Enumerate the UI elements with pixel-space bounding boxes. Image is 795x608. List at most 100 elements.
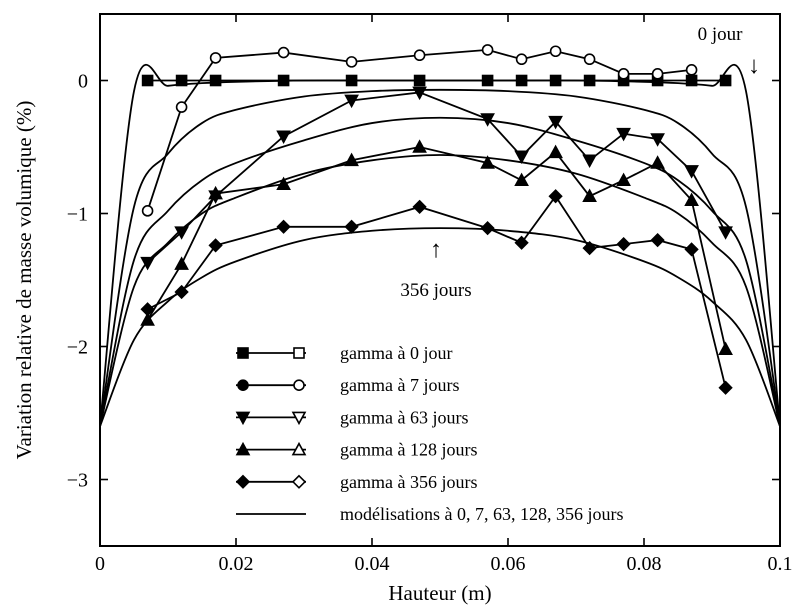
data-point-2-8 bbox=[548, 115, 563, 130]
legend-marker-end bbox=[291, 411, 307, 426]
series-gamma-a-128-jours bbox=[140, 139, 733, 355]
y-tick-label: −3 bbox=[67, 470, 88, 492]
data-point-3-1 bbox=[174, 256, 189, 270]
data-point-0-13 bbox=[719, 74, 732, 87]
data-point-4-13 bbox=[718, 380, 733, 395]
legend-entry-4: gamma à 356 jours bbox=[235, 472, 477, 492]
x-tick-label: 0 bbox=[95, 553, 105, 575]
legend-entry-2: gamma à 63 jours bbox=[235, 407, 468, 427]
model-curve-1 bbox=[99, 88, 781, 427]
data-point-0-0 bbox=[141, 74, 154, 87]
legend-marker-start bbox=[235, 441, 251, 456]
y-tick-label: −1 bbox=[67, 204, 88, 226]
data-point-2-4 bbox=[344, 94, 359, 109]
x-axis-label: Hauteur (m) bbox=[388, 581, 491, 605]
data-point-2-9 bbox=[582, 154, 597, 168]
data-point-0-4 bbox=[345, 74, 358, 87]
legend-entry-1: gamma à 7 jours bbox=[236, 375, 459, 395]
x-tick-label: 0.1 bbox=[768, 553, 793, 575]
data-point-3-2 bbox=[208, 185, 223, 200]
data-point-0-7 bbox=[515, 74, 528, 87]
data-point-1-4 bbox=[345, 56, 358, 68]
data-point-0-2 bbox=[209, 74, 222, 87]
legend-entry-5: modélisations à 0, 7, 63, 128, 356 jours bbox=[236, 504, 623, 524]
data-point-4-9 bbox=[582, 240, 597, 256]
legend-label: gamma à 7 jours bbox=[340, 375, 459, 395]
x-tick-label: 0.08 bbox=[627, 553, 662, 575]
data-point-4-10 bbox=[616, 236, 631, 252]
model-curve-2 bbox=[99, 116, 781, 427]
data-point-0-1 bbox=[175, 74, 188, 87]
data-point-0-6 bbox=[481, 74, 494, 87]
data-point-3-7 bbox=[514, 172, 529, 187]
data-point-2-5 bbox=[412, 86, 427, 101]
data-point-2-3 bbox=[276, 130, 291, 145]
data-point-3-6 bbox=[480, 155, 495, 169]
data-point-1-5 bbox=[413, 49, 426, 62]
annotations: 0 jour ↓ ↑ 356 jours bbox=[400, 24, 760, 301]
data-point-3-13 bbox=[718, 341, 733, 355]
series-gamma-a-7-jours bbox=[141, 44, 698, 217]
annotation-0-jour-label: 0 jour bbox=[698, 24, 744, 45]
legend-label: gamma à 356 jours bbox=[340, 472, 477, 492]
data-series bbox=[140, 44, 733, 395]
legend-label: gamma à 128 jours bbox=[340, 440, 477, 460]
data-point-3-0 bbox=[140, 312, 155, 326]
legend-label: gamma à 63 jours bbox=[340, 407, 468, 427]
annotation-0-jour-arrow: ↓ bbox=[748, 53, 760, 79]
series-line-2 bbox=[146, 91, 727, 264]
legend-label: modélisations à 0, 7, 63, 128, 356 jours bbox=[340, 504, 623, 524]
legend-marker-start bbox=[237, 347, 249, 359]
data-point-4-6 bbox=[480, 220, 495, 236]
data-point-3-5 bbox=[412, 139, 427, 153]
data-point-0-3 bbox=[277, 74, 290, 87]
data-point-1-2 bbox=[209, 52, 222, 64]
x-tick-label: 0.02 bbox=[219, 553, 254, 575]
data-point-2-12 bbox=[684, 165, 699, 179]
y-tick-label: 0 bbox=[78, 71, 88, 93]
data-point-4-3 bbox=[276, 219, 291, 234]
data-point-0-8 bbox=[549, 74, 562, 87]
legend-entry-0: gamma à 0 jour bbox=[236, 343, 452, 363]
data-point-1-7 bbox=[515, 53, 528, 66]
y-tick-label: −2 bbox=[67, 337, 88, 359]
data-point-3-4 bbox=[344, 152, 359, 167]
data-point-1-8 bbox=[549, 45, 562, 58]
data-point-3-3 bbox=[276, 176, 291, 191]
data-point-4-8 bbox=[548, 189, 563, 204]
data-point-3-9 bbox=[582, 188, 597, 203]
data-point-1-3 bbox=[277, 46, 290, 59]
legend-marker-end bbox=[293, 379, 305, 392]
data-point-2-11 bbox=[650, 133, 665, 147]
data-point-2-13 bbox=[718, 226, 733, 240]
legend-entry-3: gamma à 128 jours bbox=[235, 440, 477, 460]
data-point-4-2 bbox=[208, 238, 223, 253]
model-curve-3 bbox=[99, 154, 781, 427]
data-point-4-1 bbox=[174, 284, 189, 300]
data-point-2-10 bbox=[616, 127, 631, 142]
legend-marker-end bbox=[291, 441, 307, 456]
data-point-1-0 bbox=[141, 205, 154, 217]
data-point-3-10 bbox=[616, 172, 631, 187]
data-point-4-11 bbox=[650, 232, 665, 248]
axis-ticks: 0 0.02 0.04 0.06 0.08 0.1 0 −1 −2 −3 bbox=[67, 14, 793, 575]
data-point-4-4 bbox=[344, 219, 359, 234]
data-point-3-12 bbox=[684, 192, 699, 206]
data-point-0-5 bbox=[413, 74, 426, 87]
legend-marker-start bbox=[235, 411, 251, 426]
annotation-356-jours-arrow: ↑ bbox=[430, 237, 442, 263]
data-point-1-1 bbox=[175, 101, 188, 113]
data-point-0-12 bbox=[685, 74, 698, 87]
legend-marker-start bbox=[235, 474, 251, 489]
data-point-1-6 bbox=[481, 44, 494, 56]
data-point-2-6 bbox=[480, 113, 495, 127]
series-gamma-a-63-jours bbox=[140, 86, 733, 271]
legend-marker-start bbox=[237, 379, 249, 392]
data-point-1-11 bbox=[651, 68, 664, 80]
data-point-3-8 bbox=[548, 144, 563, 159]
series-gamma-a-356-jours bbox=[140, 189, 733, 395]
data-point-1-12 bbox=[685, 64, 698, 76]
data-point-4-7 bbox=[514, 235, 529, 250]
y-axis-label: Variation relative de masse volumique (%… bbox=[12, 101, 36, 460]
